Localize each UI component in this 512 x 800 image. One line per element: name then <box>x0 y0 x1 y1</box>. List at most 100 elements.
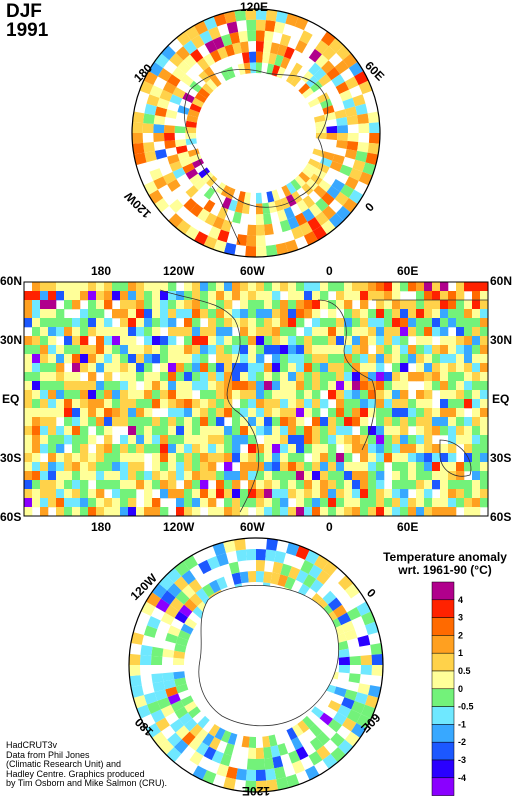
grid-cell <box>240 354 249 364</box>
season-title: DJF 1991 <box>6 2 48 40</box>
grid-cell <box>184 435 193 445</box>
grid-cell <box>24 336 33 346</box>
grid-cell <box>440 318 449 328</box>
grid-cell <box>165 604 179 618</box>
grid-cell <box>376 408 385 418</box>
season-label: DJF <box>6 1 42 22</box>
grid-cell <box>362 162 376 176</box>
grid-cell <box>200 282 209 292</box>
grid-cell <box>352 327 361 337</box>
grid-cell <box>104 507 113 517</box>
grid-cell <box>248 462 257 472</box>
grid-cell <box>175 46 191 61</box>
grid-cell <box>208 435 217 445</box>
grid-cell <box>168 399 177 409</box>
grid-cell <box>368 480 377 490</box>
grid-cell <box>304 480 313 490</box>
grid-cell <box>290 75 302 88</box>
grid-cell <box>296 453 305 463</box>
grid-cell <box>216 372 225 382</box>
grid-cell <box>176 471 185 481</box>
grid-cell <box>175 636 189 647</box>
grid-cell <box>72 381 81 391</box>
grid-cell <box>226 187 236 200</box>
grid-cell <box>176 327 185 337</box>
grid-cell <box>208 300 217 310</box>
grid-cell <box>280 318 289 328</box>
grid-cell <box>80 453 89 463</box>
grid-cell <box>200 363 209 373</box>
grid-cell <box>424 327 433 337</box>
legend-swatch <box>431 759 455 779</box>
grid-cell <box>128 390 137 400</box>
grid-cell <box>272 291 281 301</box>
grid-cell <box>183 40 198 55</box>
grid-cell <box>336 399 345 409</box>
grid-cell <box>243 192 251 204</box>
grid-cell <box>168 318 177 328</box>
grid-cell <box>280 300 289 310</box>
grid-cell <box>128 498 137 508</box>
grid-cell <box>384 408 393 418</box>
grid-cell <box>280 489 289 499</box>
grid-cell <box>256 747 265 759</box>
grid-cell <box>152 318 161 328</box>
grid-cell <box>368 489 377 499</box>
grid-cell <box>184 701 198 713</box>
grid-cell <box>241 202 250 215</box>
grid-cell <box>24 462 33 472</box>
grid-cell <box>301 70 314 84</box>
grid-cell <box>480 462 489 472</box>
grid-cell <box>368 309 377 319</box>
grid-cell <box>376 507 385 517</box>
grid-cell <box>368 133 380 144</box>
grid-cell <box>416 390 425 400</box>
grid-cell <box>184 399 193 409</box>
grid-cell <box>360 462 369 472</box>
grid-cell <box>302 715 315 729</box>
grid-cell <box>312 354 321 364</box>
grid-cell <box>344 363 353 373</box>
grid-cell <box>299 30 313 45</box>
grid-cell <box>104 408 113 418</box>
grid-cell <box>56 381 65 391</box>
grid-cell <box>256 480 265 490</box>
grid-cell <box>159 89 173 102</box>
grid-cell <box>272 489 281 499</box>
grid-cell <box>173 671 186 680</box>
grid-cell <box>400 444 409 454</box>
grid-cell <box>312 381 321 391</box>
legend-swatch <box>431 706 455 725</box>
grid-cell <box>480 498 489 508</box>
grid-cell <box>104 363 113 373</box>
grid-cell <box>288 444 297 454</box>
grid-cell <box>274 766 287 780</box>
grid-cell <box>136 417 145 427</box>
grid-cell <box>56 435 65 445</box>
legend-swatch <box>431 581 455 601</box>
grid-cell <box>176 399 185 409</box>
grid-cell <box>256 282 265 292</box>
grid-cell <box>96 282 105 292</box>
grid-cell <box>304 426 313 436</box>
grid-cell <box>270 572 281 585</box>
grid-cell <box>272 300 281 310</box>
grid-cell <box>237 190 246 203</box>
grid-cell <box>129 653 141 665</box>
grid-cell <box>160 390 169 400</box>
grid-cell <box>376 363 385 373</box>
grid-cell <box>320 489 329 499</box>
grid-cell <box>151 655 163 665</box>
grid-cell <box>448 426 457 436</box>
eq-right-label-eq: EQ <box>492 392 510 406</box>
grid-cell <box>184 617 198 629</box>
grid-cell <box>304 336 313 346</box>
grid-cell <box>32 363 41 373</box>
grid-cell <box>152 291 161 301</box>
grid-cell <box>302 208 315 222</box>
grid-cell <box>24 309 33 319</box>
grid-cell <box>472 345 481 355</box>
grid-cell <box>307 158 321 169</box>
grid-cell <box>408 435 417 445</box>
grid-cell <box>392 462 401 472</box>
